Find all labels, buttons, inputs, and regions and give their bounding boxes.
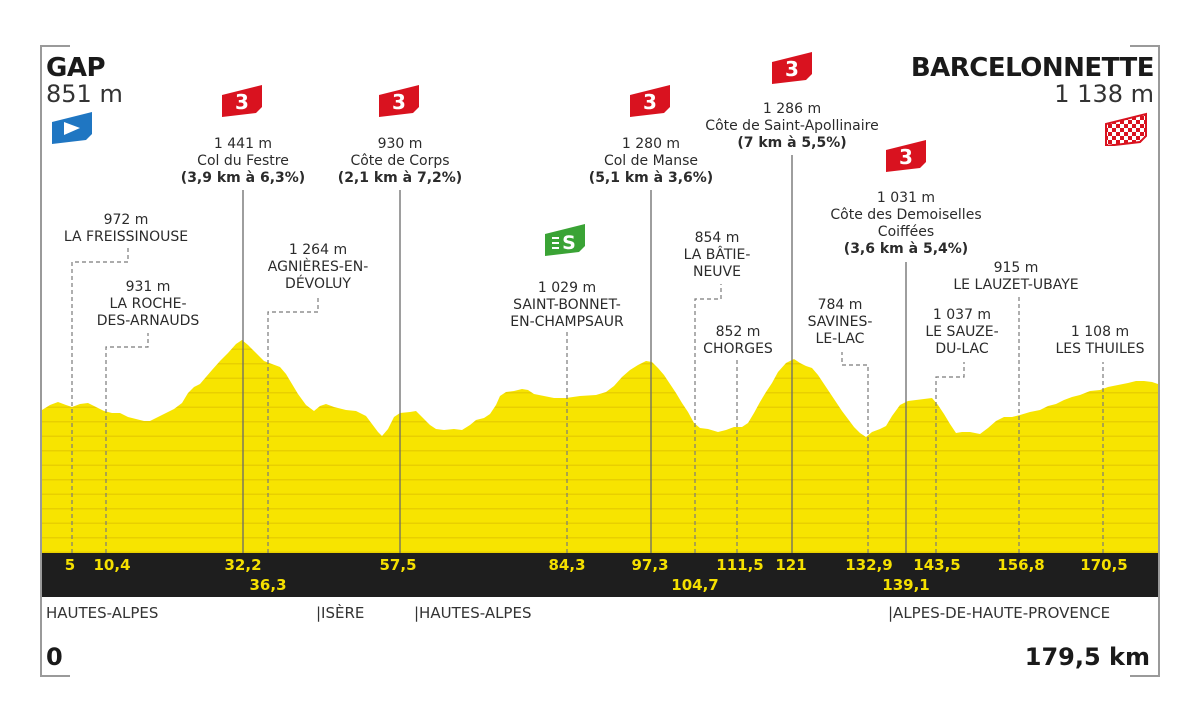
- town-line-la-batie-neuve: [694, 284, 722, 553]
- climb-cat3-flag-icon: 3: [377, 83, 421, 117]
- sprint-flag-icon: S: [543, 222, 587, 256]
- finish-city: BARCELONNETTE: [910, 53, 1155, 83]
- frame-right-border: [1158, 45, 1160, 677]
- km-marker: 10,4: [93, 556, 131, 574]
- frame-bottom-right-tick: [1130, 675, 1160, 677]
- km-marker: 111,5: [716, 556, 764, 574]
- town-label-chorges: 852 m CHORGES: [703, 324, 773, 357]
- frame-top-right-tick: [1130, 45, 1160, 47]
- frame-top-left-tick: [40, 45, 70, 47]
- region-label: |ISÈRE: [316, 604, 365, 622]
- svg-text:3: 3: [899, 145, 913, 169]
- svg-text:3: 3: [785, 57, 799, 81]
- climb-cat3-flag-icon: 3: [220, 83, 264, 117]
- region-label: HAUTES-ALPES: [46, 604, 159, 622]
- km-marker: 121: [775, 556, 807, 574]
- town-label-les-thuiles: 1 108 m LES THUILES: [1055, 324, 1145, 357]
- km-marker: 156,8: [997, 556, 1045, 574]
- km-marker: 104,7: [671, 576, 719, 594]
- km-marker: 139,1: [882, 576, 930, 594]
- climb-label-saint-apollinaire: 1 286 m Côte de Saint-Apollinaire (7 km …: [705, 101, 879, 151]
- town-label-la-batie-neuve: 854 m LA BÂTIE- NEUVE: [683, 230, 751, 280]
- km-marker: 36,3: [249, 576, 287, 594]
- km-marker: 5: [64, 556, 76, 574]
- region-label: |ALPES-DE-HAUTE-PROVENCE: [888, 604, 1111, 622]
- town-label-le-lauzet-ubaye: 915 m LE LAUZET-UBAYE: [953, 260, 1079, 293]
- profile-area: [42, 340, 1158, 553]
- km-marker: 57,5: [379, 556, 417, 574]
- svg-text:3: 3: [643, 90, 657, 114]
- svg-text:3: 3: [235, 90, 249, 114]
- start-altitude: 851 m: [46, 80, 123, 108]
- finish-flag-icon: [1104, 112, 1148, 146]
- km-bar: [42, 553, 1158, 597]
- svg-text:S: S: [562, 232, 576, 254]
- climb-label-cote-de-corps: 930 m Côte de Corps (2,1 km à 7,2%): [337, 136, 463, 186]
- frame-left-border: [40, 45, 42, 677]
- km-marker: 32,2: [224, 556, 262, 574]
- town-label-la-freissinouse: 972 m LA FREISSINOUSE: [63, 212, 189, 245]
- km-marker: 97,3: [631, 556, 669, 574]
- town-label-la-roche-des-arnauds: 931 m LA ROCHE- DES-ARNAUDS: [96, 279, 200, 329]
- town-label-le-sauze-du-lac: 1 037 m LE SAUZE- DU-LAC: [925, 307, 999, 357]
- start-flag-icon: [50, 110, 94, 144]
- finish-distance: 179,5 km: [1024, 643, 1150, 671]
- climb-cat3-flag-icon: 3: [884, 138, 928, 172]
- frame-bottom-left-tick: [40, 675, 70, 677]
- town-label-agnieres-en-devoluy: 1 264 m AGNIÈRES-EN- DÉVOLUY: [267, 242, 369, 292]
- town-line-savines-le-lac: [841, 352, 869, 553]
- climb-label-col-de-manse: 1 280 m Col de Manse (5,1 km à 3,6%): [588, 136, 714, 186]
- climb-cat3-flag-icon: 3: [628, 83, 672, 117]
- town-line-agnieres-en-devoluy: [267, 296, 319, 553]
- region-label: |HAUTES-ALPES: [414, 604, 532, 622]
- km-marker: 84,3: [548, 556, 586, 574]
- climb-label-demoiselles-coiffees: 1 031 m Côte des Demoiselles Coiffées (3…: [830, 190, 982, 257]
- town-line-le-sauze-du-lac: [935, 362, 965, 553]
- start-city: GAP: [46, 53, 106, 83]
- svg-text:3: 3: [392, 90, 406, 114]
- town-line-la-freissinouse: [71, 248, 129, 553]
- km-marker: 143,5: [913, 556, 961, 574]
- town-line-la-roche-des-arnauds: [105, 333, 149, 553]
- start-distance: 0: [46, 643, 63, 671]
- finish-altitude: 1 138 m: [1054, 80, 1154, 108]
- km-marker: 170,5: [1080, 556, 1128, 574]
- climb-cat3-flag-icon: 3: [770, 50, 814, 84]
- town-label-savines-le-lac: 784 m SAVINES- LE-LAC: [807, 297, 873, 347]
- km-marker: 132,9: [845, 556, 893, 574]
- climb-label-col-du-festre: 1 441 m Col du Festre (3,9 km à 6,3%): [180, 136, 306, 186]
- sprint-label-saint-bonnet: 1 029 m SAINT-BONNET- EN-CHAMPSAUR: [510, 280, 624, 330]
